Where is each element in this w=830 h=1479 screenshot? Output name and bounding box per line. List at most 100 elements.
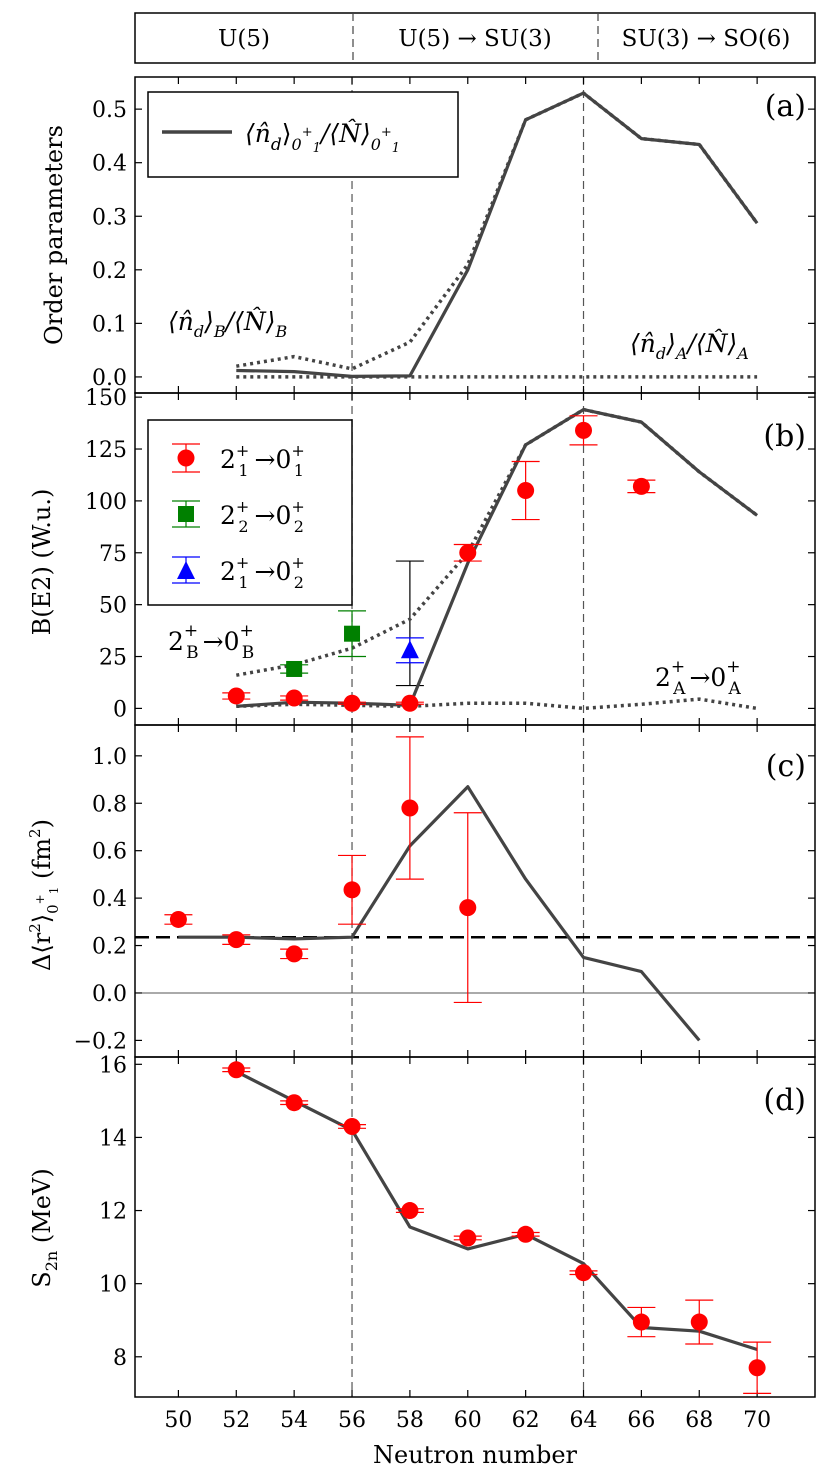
y-tick-label: 100 (85, 490, 127, 515)
data-point (632, 1313, 650, 1331)
y-tick-label: 125 (85, 438, 127, 463)
data-point (401, 799, 419, 817)
y-tick-label: −0.2 (74, 1029, 127, 1054)
y-tick-label: 0.0 (92, 366, 127, 391)
data-point (575, 1264, 593, 1282)
data-point (459, 544, 477, 562)
y-tick-label: 25 (99, 646, 127, 671)
y-tick-label: 14 (99, 1126, 127, 1151)
panel-d-frame (134, 1056, 816, 1398)
x-tick-label: 68 (685, 1408, 713, 1433)
x-tick-label: 62 (512, 1408, 540, 1433)
phase-label-u5-su3: U(5) → SU(3) (398, 26, 552, 52)
theory-line (178, 785, 701, 1042)
data-point (227, 687, 245, 705)
label-nd-a: ⟨n̂d⟩A/⟨N̂⟩A (630, 329, 749, 363)
data-point (517, 1225, 535, 1243)
panel-a-yaxis: 0.0 0.1 0.2 0.3 0.4 0.5 (92, 98, 815, 391)
y-tick-label: 0 (113, 697, 127, 722)
panel-b-xticks (177, 393, 758, 725)
data-point (285, 1094, 303, 1112)
label-2b-0b: 2+ B →0+ B (168, 621, 254, 663)
y-tick-label: 16 (99, 1053, 127, 1078)
data-point (459, 1229, 477, 1247)
label-nd-b: ⟨n̂d⟩B/⟨N̂⟩B (168, 307, 287, 341)
panel-c-plot (164, 736, 701, 1042)
x-tick-label: 70 (743, 1408, 771, 1433)
y-tick-label: 0.2 (92, 935, 127, 960)
y-tick-label: 0.0 (92, 982, 127, 1007)
panel-c: −0.2 0.0 0.2 0.4 0.6 0.8 1.0 (c) Δ⟨r2⟩0+1 (fm2… (26, 724, 816, 1058)
data-point (632, 477, 650, 495)
data-point (690, 1313, 708, 1331)
legend-entry-22-02: 2+ 2 →0+ 2 (220, 497, 305, 536)
x-tick-label: 58 (396, 1408, 424, 1433)
y-tick-label: 0.1 (92, 312, 127, 337)
panel-a: 0.00.10.20.30.40.5 (a) Order parameters … (40, 76, 816, 394)
panel-d: 8 10 12 14 16 50 52 54 56 58 60 62 64 66 68 70 (d) S2n… (28, 1053, 816, 1433)
panel-b-yaxis: 0 25 50 75 100 125 150 (85, 386, 815, 722)
phase-label-su3-so6: SU(3) → SO(6) (622, 26, 791, 52)
x-tick-label: 54 (280, 1408, 308, 1433)
x-axis-label: Neutron number (373, 1441, 578, 1469)
phase-banner: U(5) U(5) → SU(3) SU(3) → SO(6) (134, 12, 816, 64)
legend-marker-triangle (172, 556, 200, 584)
y-tick-label: 50 (99, 594, 127, 619)
y-tick-label: 12 (99, 1200, 127, 1225)
x-tick-labels: 50 52 54 56 58 60 62 64 66 68 70 (164, 1408, 771, 1433)
legend-frame (147, 91, 459, 178)
data-point (169, 910, 187, 928)
panel-a-plot (236, 91, 759, 379)
data-point (517, 482, 535, 500)
y-tick-label: 75 (99, 542, 127, 567)
panel-b-plot (222, 407, 759, 712)
y-tick-label: 0.4 (92, 887, 127, 912)
data-point (400, 640, 419, 659)
legend-entry-nd-ratio: ⟨n̂d⟩0+1/⟨N̂⟩0+1 (245, 119, 400, 156)
y-tick-label: 0.6 (92, 840, 127, 865)
x-tick-label: 52 (222, 1408, 250, 1433)
panel-c-phase-lines (351, 725, 585, 1057)
panel-d-yaxis: 8 10 12 14 16 (99, 1053, 815, 1371)
y-tick-label: 150 (85, 386, 127, 411)
theory-line (236, 408, 759, 708)
panel-c-tag: (c) (766, 749, 806, 784)
x-tick-label: 60 (454, 1408, 482, 1433)
panel-c-ylabel: Δ⟨r2⟩0+1 (fm2) (26, 819, 62, 971)
y-tick-label: 8 (113, 1346, 127, 1371)
panel-a-legend: ⟨n̂d⟩0+1/⟨N̂⟩0+1 (147, 91, 459, 178)
panel-a-xticks (177, 77, 758, 393)
data-point (227, 931, 245, 949)
y-tick-label: 0.2 (92, 259, 127, 284)
data-point (227, 1061, 245, 1079)
x-tick-label: 56 (338, 1408, 366, 1433)
data-point (459, 899, 477, 917)
data-point (285, 689, 303, 707)
panel-c-xticks (177, 725, 758, 1057)
legend-entry-21-01: 2+ 1 →0+ 1 (220, 441, 305, 480)
y-tick-label: 1.0 (92, 745, 127, 770)
data-point (344, 625, 361, 642)
panel-d-plot (222, 1061, 772, 1394)
theory-dotted-line (236, 697, 758, 711)
panel-b: 0 25 50 75 100 125 150 (b) B(E2) (W.u.) 2+ 1 →0+… (28, 386, 816, 726)
legend-marker-square (172, 500, 200, 528)
panel-b-ylabel: B(E2) (W.u.) (28, 489, 56, 636)
data-point (285, 945, 303, 963)
theory-line (235, 1070, 758, 1352)
y-tick-label: 0.3 (92, 205, 127, 230)
data-point (343, 1117, 361, 1135)
legend-marker-circle (172, 443, 200, 473)
phase-label-u5: U(5) (218, 26, 270, 52)
y-tick-label: 0.5 (92, 98, 127, 123)
panel-d-tag: (d) (763, 1083, 806, 1118)
panel-c-yaxis: −0.2 0.0 0.2 0.4 0.6 0.8 1.0 (74, 745, 815, 1054)
panel-b-legend: 2+ 1 →0+ 1 2+ 2 →0+ 2 2+ 1 →0+ 2 (147, 419, 353, 606)
panel-b-tag: (b) (763, 419, 806, 454)
panel-d-ylabel: S2n (MeV) (28, 1168, 61, 1287)
legend-entry-21-02: 2+ 1 →0+ 2 (220, 553, 305, 592)
data-point (343, 694, 361, 712)
y-tick-label: 10 (99, 1273, 127, 1298)
data-point (401, 694, 419, 712)
